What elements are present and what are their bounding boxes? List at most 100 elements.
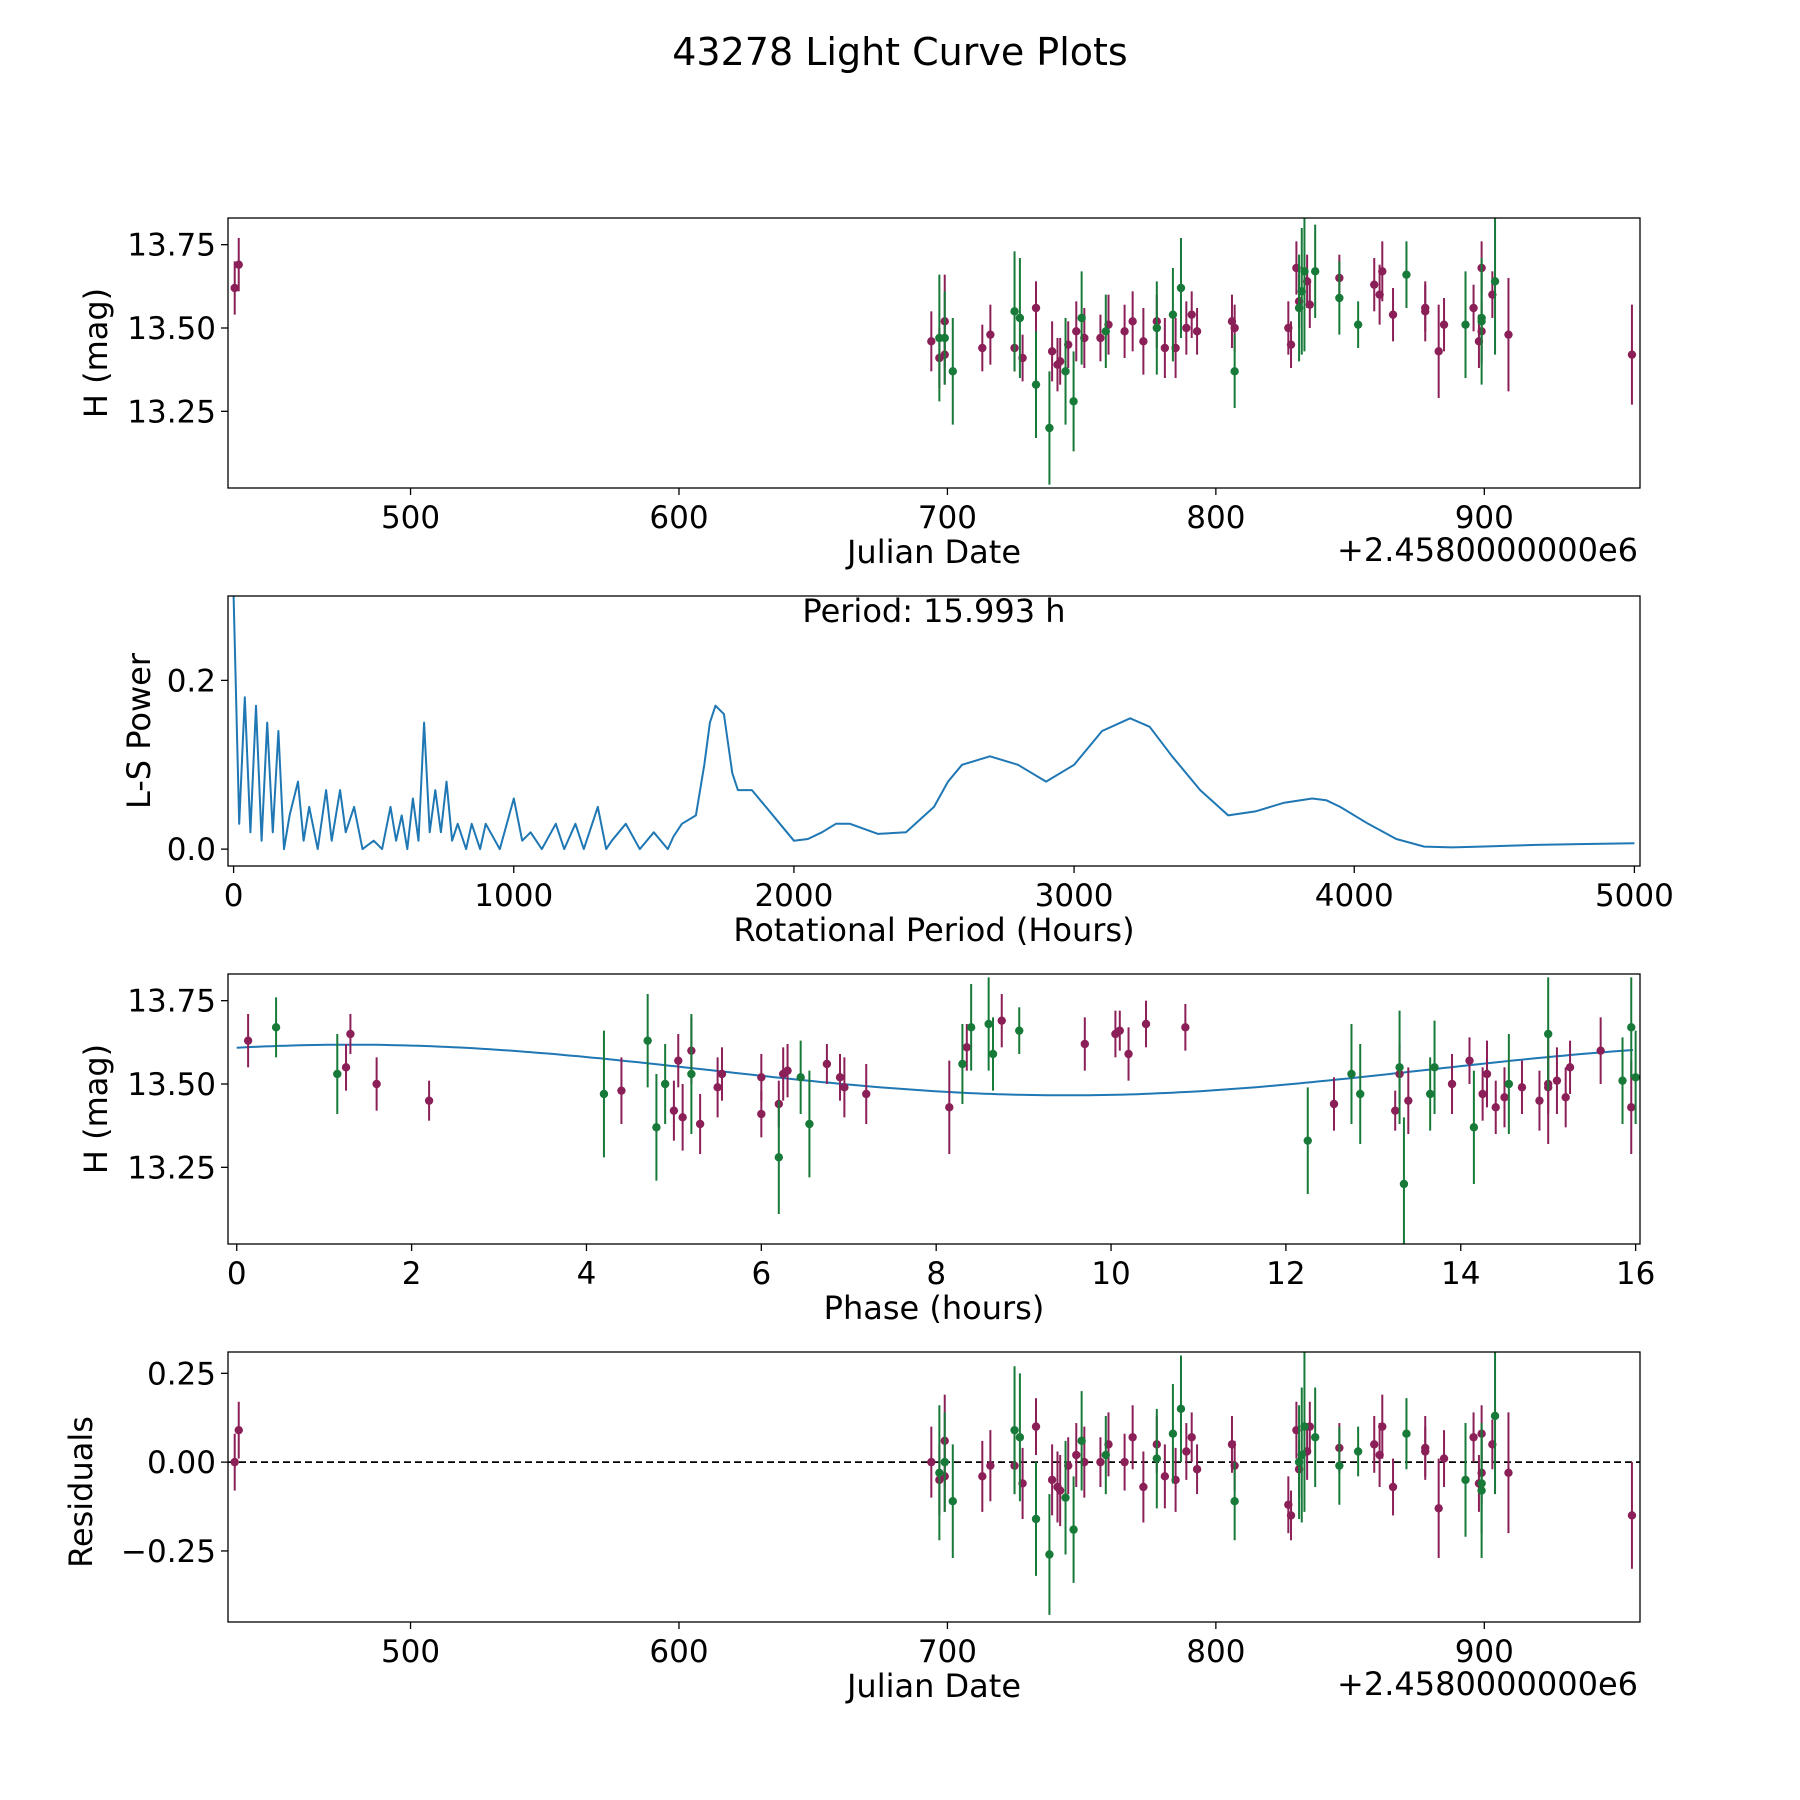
phased-data-point [805,1119,814,1129]
lightcurve-data-point [234,260,243,269]
residuals-data-point [1434,1504,1443,1513]
residuals-data-point [1055,1486,1065,1495]
lightcurve-data-point [1045,423,1054,433]
residuals-data-point [1128,1433,1137,1442]
phased-data-point [984,1019,993,1029]
lightcurve-ticks: 500 600 700 800 900 13.25 13.50 13.75 [127,228,1514,536]
phased-data-point [674,1056,683,1065]
residuals-data-point [927,1457,936,1467]
phased-x-tick-label: 10 [1091,1256,1130,1292]
phased-data-point [783,1066,792,1075]
residuals-data-point [935,1468,944,1477]
phased-data-point [1465,1056,1474,1065]
lightcurve-data-point [1015,313,1025,323]
residuals-data-point [1477,1479,1486,1488]
residuals-data-point [1120,1457,1129,1467]
lightcurve-data-point [1305,300,1315,309]
phased-ticks: 0 2 4 6 8 10 12 14 16 13.25 13.50 13.75 [127,984,1655,1292]
phased-data-point [1015,1026,1024,1035]
residuals-data-point [1187,1433,1196,1442]
periodogram-y-axis-label: L-S Power [120,652,158,809]
phased-data-point [1631,1073,1640,1082]
phased-data-point [1478,1089,1487,1099]
phased-data-point [372,1079,381,1089]
lightcurve-data-point [978,343,987,353]
residuals-y-tick-label: 0.25 [147,1356,216,1392]
phased-data-point [678,1113,687,1122]
lightcurve-data-point [1504,330,1513,339]
periodogram-y-tick-label: 0.2 [167,663,216,699]
residuals-data-point [1335,1461,1344,1470]
lightcurve-data-point [1128,317,1137,326]
phased-data-point [1347,1069,1356,1079]
phased-data-point [757,1109,766,1119]
residuals-data-point [978,1472,987,1481]
residuals-data-point [1031,1422,1041,1431]
phased-data-point [652,1123,661,1132]
lightcurve-data-point [1031,380,1041,389]
lightcurve-data-point [230,283,239,293]
phased-data-point [997,1016,1006,1025]
lightcurve-data-point [1370,280,1379,289]
phased-data-point [757,1073,766,1082]
phased-data-point [835,1073,845,1082]
lightcurve-data-point [1096,333,1105,343]
phased-y-tick-label: 13.25 [127,1150,216,1186]
phased-data-point [1115,1026,1124,1035]
phased-x-tick-label: 8 [926,1256,946,1292]
residuals-axes-frame [227,1351,1641,1623]
residuals-data-point [1160,1472,1170,1481]
lightcurve-x-tick-label: 900 [1455,500,1514,536]
phased-data-point [717,1069,727,1079]
phased-data-point [822,1059,832,1069]
phased-data-point [1627,1023,1636,1032]
phased-data-point [1565,1063,1575,1072]
phased-data-point [271,1023,281,1032]
residuals-x-axis-label: Julian Date [845,1667,1021,1705]
lightcurve-data-point [1176,283,1186,293]
periodogram-x-tick-label: 3000 [1035,878,1114,914]
residuals-data-point [1152,1454,1162,1463]
phased-data-point [1543,1029,1553,1039]
figure-title: 43278 Light Curve Plots [672,30,1127,74]
residuals-x-tick-label: 500 [381,1634,440,1670]
lightcurve-data-point [948,367,957,376]
lightcurve-data-point [1434,347,1443,356]
periodogram-x-tick-label: 2000 [754,878,833,914]
lightcurve-x-tick-label: 600 [649,500,708,536]
residuals-data-point [1469,1433,1478,1442]
residuals-data-point [1230,1497,1239,1506]
residuals-data-point [948,1497,957,1506]
lightcurve-data-point [1402,270,1411,279]
phased-data-point [958,1059,967,1069]
lightcurve-data-point [1230,323,1239,333]
lightcurve-marks [230,218,1637,485]
periodogram-panel: 0 1000 2000 3000 4000 5000 0.0 0.2 Period: 15.9… [120,592,1674,949]
phased-data-point [1627,1103,1636,1112]
residuals-data-point [1015,1433,1025,1442]
periodogram-axes-frame [227,595,1641,867]
phased-x-tick-label: 12 [1266,1256,1305,1292]
phased-data-point [687,1069,696,1079]
residuals-data-point [1490,1411,1500,1421]
lightcurve-data-point [1353,320,1363,329]
lightcurve-data-point [986,330,995,339]
residuals-data-point [1300,1422,1309,1431]
residuals-y-tick-label: 0.00 [147,1445,216,1481]
phased-data-point [643,1036,652,1045]
residuals-data-point [1286,1511,1296,1520]
lightcurve-data-point [1461,320,1470,329]
lightcurve-data-point [1469,303,1478,313]
periodogram-x-tick-label: 1000 [474,878,553,914]
lightcurve-data-point [1031,303,1041,313]
phased-x-tick-label: 14 [1441,1256,1480,1292]
phased-data-point [695,1119,705,1129]
residuals-data-point [1061,1493,1070,1502]
residuals-data-point [1353,1447,1363,1456]
residuals-data-point [1101,1450,1111,1460]
lightcurve-data-point [1077,313,1086,323]
lightcurve-data-point [1152,323,1162,333]
periodogram-line [232,595,1635,851]
lightcurve-data-point [1187,310,1196,319]
